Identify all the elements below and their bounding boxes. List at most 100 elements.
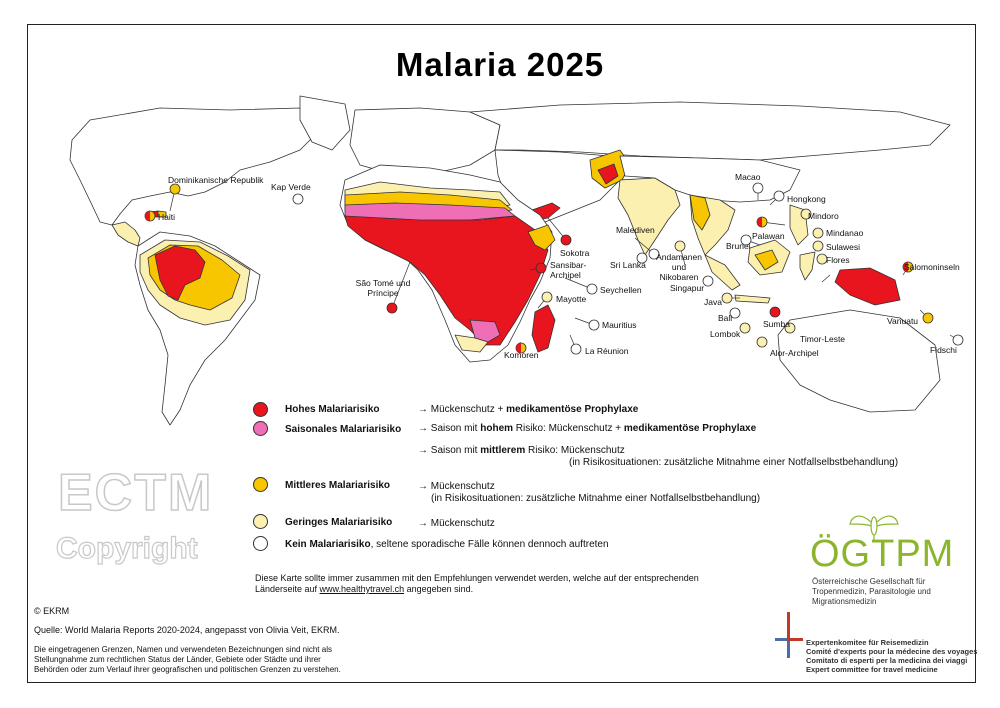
label-sumba: Sumba [763,319,790,329]
label-sri-lanka: Sri Lanka [610,260,646,270]
madagascar [531,304,556,353]
marker-mayotte [541,291,553,303]
sumatra [704,254,741,291]
south-africa-seasonal [469,319,501,343]
legend-advice-seasonal-medium: → Saison mit mittlerem Risiko: Mückensch… [418,445,625,456]
central-america [111,221,141,247]
label-salomoninseln: Salomoninseln [904,262,960,272]
marker-java [721,292,733,304]
label-timor-leste: Timor-Leste [800,334,846,344]
page-title: Malaria 2025 [395,46,605,83]
legend-advice-seasonal-note: (in Risikosituationen: zusätzliche Mitna… [569,457,899,468]
healthytravel-link[interactable]: www.healthytravel.ch [319,584,405,594]
label-palawan: Palawan [752,231,785,241]
marker-seychellen [586,283,598,295]
label-dominikanische-republik: Dominikanische Republik [168,175,264,185]
north-asia [469,101,951,161]
sulawesi-isl [799,251,816,281]
marker-mindanao [812,227,824,239]
label-kap-verde: Kap Verde [271,182,311,192]
marker-bali [729,307,741,319]
legend-advice-low: → Mückenschutz [418,518,495,529]
marker-singapur [702,275,714,287]
copyright: © EKRM [34,606,70,616]
ogtpm-subtitle: Österreichische Gesellschaft für Tropenm… [812,577,931,606]
legend-swatch-medium [253,477,268,492]
label-mindoro: Mindoro [808,211,839,221]
label-singapur: Singapur [670,283,705,293]
label-brunei: Brunei [726,241,751,251]
label-java: Java [704,297,722,307]
legend-swatch-none [253,536,268,551]
legend-label-seasonal: Saisonales Malariarisiko [285,424,402,435]
marker-sokotra [560,234,572,246]
ogtpm-logo: ÖGTPM [810,533,955,575]
europe [349,107,501,176]
usage-note: Diese Karte sollte immer zusammen mit de… [255,573,699,594]
label-alor: Alor-Archipel [770,348,819,358]
legend-advice-medium-note: (in Risikosituationen: zusätzliche Mitna… [431,493,761,504]
watermark-ectm: ECTM [57,463,214,523]
label-mauritius: Mauritius [602,320,637,330]
australia [777,309,941,413]
source: Quelle: World Malaria Reports 2020-2024,… [34,625,340,635]
label-haiti: Haiti [158,212,176,222]
greenland [299,95,351,151]
india [617,177,681,256]
marker-salomon-half [903,262,908,272]
legend-swatch-high [253,402,268,417]
label-flores: Flores [826,255,850,265]
dominican-shape [157,210,167,218]
marker-la-reunion [570,343,582,355]
marker-brunei [740,234,752,246]
south-africa-low [454,334,489,353]
legend-label-high: Hohes Malariarisiko [285,404,380,415]
marker-hongkong [773,190,785,202]
africa-high [344,215,549,346]
marker-sao-tome [386,302,398,314]
label-mayotte: Mayotte [556,294,587,304]
label-sulawesi: Sulawesi [826,242,861,252]
label-lombok: Lombok [710,329,741,339]
marker-dominikanische-republik [169,183,181,195]
legend-advice-seasonal-high: → Saison mit hohem Risiko: Mückenschutz … [418,423,757,434]
marker-palawan-half [757,217,762,227]
label-la-reunion: La Réunion [585,346,629,356]
north-america [69,107,321,226]
disclaimer: Die eingetragenen Grenzen, Namen und ver… [34,645,341,674]
marker-vanuatu [922,312,934,324]
label-seychellen: Seychellen [600,285,642,295]
label-fidschi: Fidschi [930,345,957,355]
label-sansibar: Sansibar-Archipel [550,260,587,280]
legend-advice-high: → Mückenschutz + medikamentöse Prophylax… [418,404,639,415]
myanmar [689,194,711,231]
label-macao: Macao [735,172,761,182]
label-sokotra: Sokotra [560,248,590,258]
new-guinea [834,267,901,306]
label-vanuatu: Vanuatu [887,316,919,326]
map-markers [144,182,964,355]
marker-flores [816,253,828,265]
borneo-med [754,249,779,271]
label-mindanao: Mindanao [826,228,864,238]
ekrm-cross-icon [775,612,803,658]
legend-label-medium: Mittleres Malariarisiko [285,480,391,491]
marker-sumba [769,306,781,318]
marker-andamanen [674,240,686,252]
label-andamanen: Andamanen und Nikobaren [656,252,702,282]
watermark-copyright: Copyright [55,531,198,565]
marker-alor [756,336,768,348]
label-sao-tome: São Tomé und Príncipe [355,278,411,298]
marker-sansibar [535,262,547,274]
marker-malediven [648,248,660,260]
marker-lombok [739,322,751,334]
pk-high [597,163,619,185]
label-bali: Bali [718,313,733,323]
marker-sulawesi [812,240,824,252]
amazon-high [154,245,206,301]
marker-mauritius [588,319,600,331]
horn-medium [527,224,556,251]
marker-kap-verde [292,193,304,205]
legend-label-low: Geringes Malariarisiko [285,517,393,528]
marker-haiti-half [145,211,150,221]
